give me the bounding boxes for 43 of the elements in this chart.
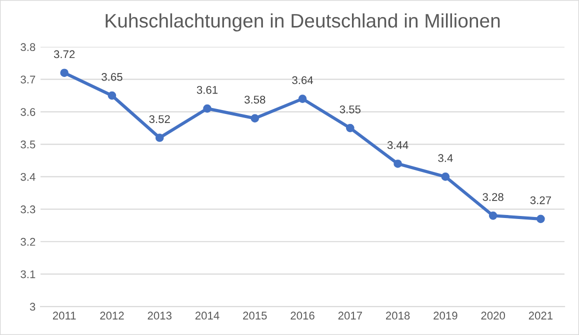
point xyxy=(203,104,212,113)
point xyxy=(108,91,116,100)
x-tick-label: 2017 xyxy=(338,312,362,320)
x-tick-label: 2012 xyxy=(100,312,124,320)
x-tick-label: 2015 xyxy=(243,312,267,320)
y-tick-label: 3.8 xyxy=(20,43,36,52)
x-tick-label: 2021 xyxy=(528,312,553,320)
point xyxy=(60,68,69,78)
point xyxy=(536,214,545,224)
x-tick-label: 2019 xyxy=(434,312,458,320)
point xyxy=(488,211,498,220)
y-tick-label: 3.1 xyxy=(20,270,36,278)
point xyxy=(441,172,450,181)
data-label: 3.27 xyxy=(530,196,551,204)
data-label: 3.4 xyxy=(438,154,453,162)
point xyxy=(155,134,164,142)
data-label: 3.61 xyxy=(196,86,218,94)
data-label: 3.58 xyxy=(244,96,266,104)
point xyxy=(394,160,402,168)
data-label: 3.44 xyxy=(387,141,408,150)
y-tick-label: 3.3 xyxy=(20,205,36,214)
x-tick-label: 2011 xyxy=(52,312,76,320)
x-tick-label: 2013 xyxy=(148,312,172,320)
y-tick-label: 3.5 xyxy=(20,140,36,148)
data-label: 3.72 xyxy=(54,50,75,58)
y-tick-label: 3 xyxy=(30,302,36,311)
y-tick-label: 3.4 xyxy=(20,172,36,181)
data-label: 3.65 xyxy=(102,73,122,81)
y-tick-label: 3.6 xyxy=(20,108,36,116)
data-label: 3.52 xyxy=(149,115,170,124)
data-label: 3.64 xyxy=(292,76,314,84)
point xyxy=(346,124,354,132)
x-tick-label: 2020 xyxy=(481,312,505,320)
x-tick-label: 2016 xyxy=(290,312,314,320)
point xyxy=(298,94,307,103)
data-label: 3.55 xyxy=(340,105,361,114)
chart-title: Kuhschlachtungen in Deutschland in Millionen xyxy=(106,13,500,32)
x-tick-label: 2014 xyxy=(195,312,220,320)
point xyxy=(250,114,260,122)
y-tick-label: 3.7 xyxy=(20,76,36,84)
data-label: 3.28 xyxy=(482,193,504,201)
x-tick-label: 2018 xyxy=(386,312,410,320)
y-tick-label: 3.2 xyxy=(20,238,36,246)
